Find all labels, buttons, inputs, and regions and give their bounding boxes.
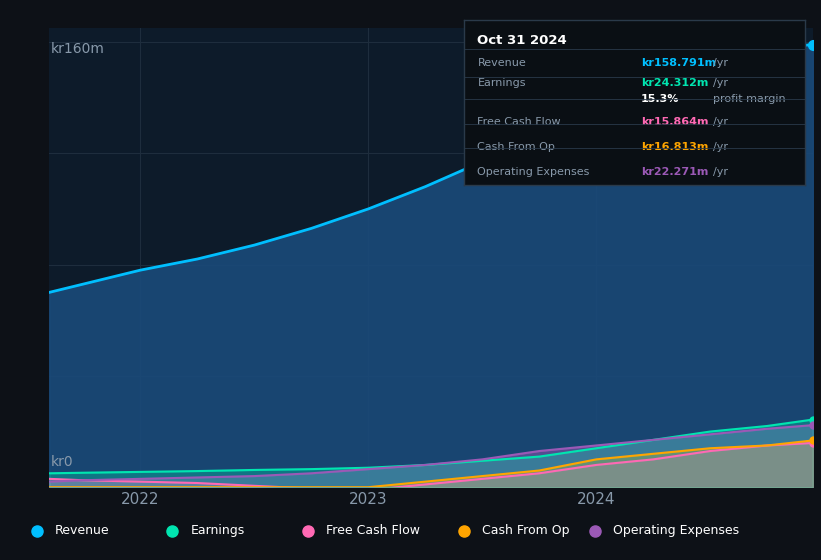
Text: Revenue: Revenue	[55, 524, 110, 538]
Text: /yr: /yr	[713, 117, 727, 127]
Text: Earnings: Earnings	[478, 78, 526, 88]
Text: Cash From Op: Cash From Op	[482, 524, 570, 538]
Text: profit margin: profit margin	[713, 94, 785, 104]
Text: /yr: /yr	[713, 78, 727, 88]
Text: Operating Expenses: Operating Expenses	[478, 166, 589, 176]
Text: kr24.312m: kr24.312m	[641, 78, 709, 88]
Text: /yr: /yr	[713, 58, 727, 68]
Text: kr15.864m: kr15.864m	[641, 117, 709, 127]
Text: Free Cash Flow: Free Cash Flow	[326, 524, 420, 538]
Text: kr158.791m: kr158.791m	[641, 58, 716, 68]
Text: Revenue: Revenue	[478, 58, 526, 68]
Text: /yr: /yr	[713, 142, 727, 152]
Text: Cash From Op: Cash From Op	[478, 142, 555, 152]
Text: kr0: kr0	[51, 455, 73, 469]
Text: /yr: /yr	[713, 166, 727, 176]
Text: 15.3%: 15.3%	[641, 94, 680, 104]
Text: Earnings: Earnings	[190, 524, 245, 538]
Text: kr16.813m: kr16.813m	[641, 142, 709, 152]
Text: kr22.271m: kr22.271m	[641, 166, 709, 176]
Text: kr160m: kr160m	[51, 42, 104, 56]
Text: Oct 31 2024: Oct 31 2024	[478, 35, 567, 48]
Text: Operating Expenses: Operating Expenses	[613, 524, 740, 538]
Text: Free Cash Flow: Free Cash Flow	[478, 117, 561, 127]
